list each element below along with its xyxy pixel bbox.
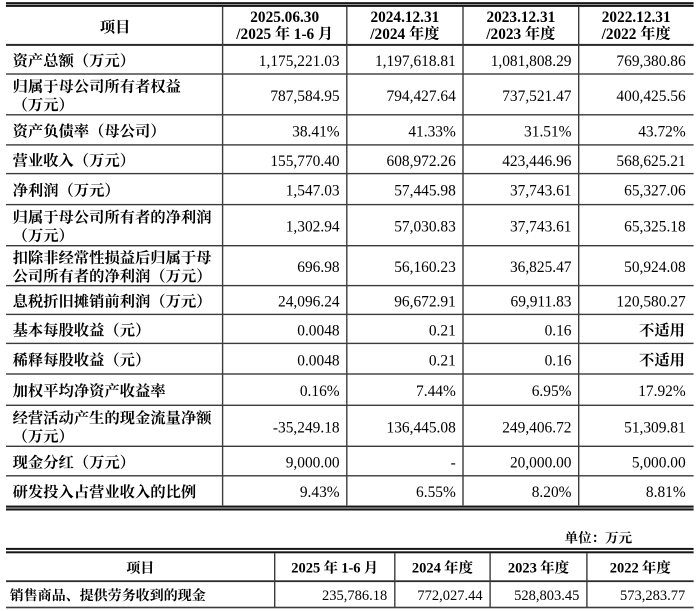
svg-text:1,302.94: 1,302.94 [286, 219, 340, 236]
svg-text:2023: 2023 [508, 561, 537, 577]
svg-text:696.98: 696.98 [297, 259, 340, 276]
svg-text:5,000.00: 5,000.00 [632, 455, 686, 472]
svg-text:136,445.08: 136,445.08 [387, 419, 457, 436]
svg-text:50,924.08: 50,924.08 [624, 259, 686, 276]
svg-text:1,081,808.29: 1,081,808.29 [491, 53, 572, 70]
svg-text:96,672.91: 96,672.91 [394, 294, 456, 311]
svg-text:772,027.44: 772,027.44 [417, 588, 483, 604]
svg-text:-: - [451, 455, 456, 472]
svg-text:-35,249.18: -35,249.18 [273, 419, 340, 436]
svg-text:65,327.06: 65,327.06 [624, 183, 686, 200]
svg-text:9,000.00: 9,000.00 [286, 455, 340, 472]
svg-text:1-6: 1-6 [341, 561, 360, 577]
svg-text:120,580.27: 120,580.27 [616, 294, 686, 311]
svg-text:0.21: 0.21 [429, 323, 456, 340]
svg-text:2022: 2022 [610, 561, 639, 577]
svg-text:2025: 2025 [291, 561, 320, 577]
svg-text:249,406.72: 249,406.72 [502, 419, 571, 436]
svg-text:794,427.64: 794,427.64 [387, 88, 457, 105]
svg-text:528,803.45: 528,803.45 [514, 588, 579, 604]
svg-text:2024.12.31: 2024.12.31 [370, 9, 439, 26]
svg-text:1,175,221.03: 1,175,221.03 [259, 53, 340, 70]
svg-text:24,096.24: 24,096.24 [278, 294, 340, 311]
svg-text:57,445.98: 57,445.98 [394, 183, 456, 200]
svg-text:155,770.40: 155,770.40 [270, 153, 340, 170]
svg-text:0.16: 0.16 [545, 352, 572, 369]
svg-text:7.44%: 7.44% [416, 383, 456, 400]
svg-text:400,425.56: 400,425.56 [616, 88, 686, 105]
svg-text:37,743.61: 37,743.61 [510, 219, 572, 236]
svg-text:573,283.77: 573,283.77 [620, 588, 685, 604]
svg-text:568,625.21: 568,625.21 [616, 153, 685, 170]
svg-text:0.0048: 0.0048 [297, 323, 340, 340]
svg-text:41.33%: 41.33% [408, 123, 456, 140]
svg-text:36,825.47: 36,825.47 [510, 259, 572, 276]
svg-text:6.55%: 6.55% [416, 484, 456, 501]
svg-text:57,030.83: 57,030.83 [394, 219, 456, 236]
svg-text:/2025: /2025 [235, 26, 271, 43]
svg-text:2023.12.31: 2023.12.31 [486, 9, 555, 26]
svg-text:37,743.61: 37,743.61 [510, 183, 572, 200]
svg-text:0.16: 0.16 [545, 323, 572, 340]
svg-text:2022.12.31: 2022.12.31 [602, 9, 671, 26]
svg-text:/2023: /2023 [485, 26, 521, 43]
svg-text:737,521.47: 737,521.47 [502, 88, 572, 105]
svg-text:/2024: /2024 [369, 26, 405, 43]
svg-text:0.16%: 0.16% [300, 383, 340, 400]
svg-text:2024: 2024 [412, 561, 441, 577]
svg-text:56,160.23: 56,160.23 [394, 259, 456, 276]
svg-text:43.72%: 43.72% [638, 123, 686, 140]
svg-text:1-6: 1-6 [294, 26, 315, 43]
svg-text:8.20%: 8.20% [532, 484, 572, 501]
svg-text:0.21: 0.21 [429, 352, 456, 369]
svg-text:31.51%: 31.51% [524, 123, 572, 140]
svg-text:787,584.95: 787,584.95 [270, 88, 340, 105]
svg-text:65,325.18: 65,325.18 [624, 219, 686, 236]
svg-text:235,786.18: 235,786.18 [322, 588, 387, 604]
svg-text:1,547.03: 1,547.03 [286, 183, 340, 200]
svg-text:20,000.00: 20,000.00 [510, 455, 572, 472]
svg-text:69,911.83: 69,911.83 [511, 294, 572, 311]
svg-text:608,972.26: 608,972.26 [387, 153, 457, 170]
svg-text:38.41%: 38.41% [292, 123, 340, 140]
svg-text:9.43%: 9.43% [300, 484, 340, 501]
svg-text:1,197,618.81: 1,197,618.81 [375, 53, 456, 70]
svg-text:/2022: /2022 [601, 26, 637, 43]
svg-text:51,309.81: 51,309.81 [624, 419, 686, 436]
svg-text:6.95%: 6.95% [532, 383, 572, 400]
svg-text:423,446.96: 423,446.96 [502, 153, 572, 170]
svg-text:8.81%: 8.81% [646, 484, 686, 501]
svg-text:17.92%: 17.92% [638, 383, 686, 400]
svg-text:2025.06.30: 2025.06.30 [250, 9, 319, 26]
svg-text:769,380.86: 769,380.86 [616, 53, 686, 70]
svg-text:0.0048: 0.0048 [297, 352, 340, 369]
